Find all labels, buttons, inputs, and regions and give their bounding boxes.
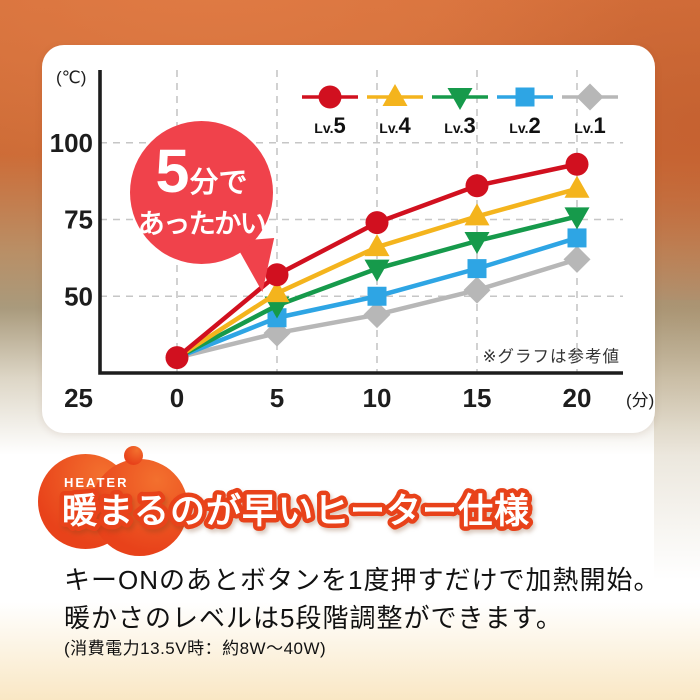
power-consumption-note: (消費電力13.5V時：約8W〜40W)	[64, 639, 327, 658]
legend-marker-Lv.3	[447, 88, 473, 110]
bubble-line1: 5 分で	[155, 137, 248, 206]
data-point-Lv.1	[363, 301, 391, 329]
data-point-Lv.2	[567, 228, 587, 248]
data-point-Lv.4	[364, 234, 390, 257]
legend-label-Lv.5: Lv.5	[314, 113, 345, 138]
data-point-Lv.5	[165, 346, 189, 370]
chart-axes	[98, 70, 623, 375]
data-point-Lv.5	[465, 174, 489, 198]
data-point-Lv.4	[564, 175, 590, 198]
data-point-Lv.2	[367, 286, 387, 306]
temperature-line-chart: 100 75 50 25 0 5 10 15 20 (℃) (分) ※グラフは参考値 Lv.5 Lv.4 L…	[50, 68, 655, 413]
section-heading: 暖まるのが早いヒーター仕様	[58, 488, 534, 536]
speech-bubble: 5 分で あったかい	[130, 121, 273, 264]
legend-label-Lv.3: Lv.3	[444, 113, 475, 138]
chart-reference-note: ※グラフは参考値	[483, 347, 620, 366]
y-tick-label: 50	[64, 281, 93, 311]
data-point-Lv.2	[467, 259, 487, 279]
data-point-Lv.5	[365, 211, 389, 235]
data-point-Lv.5	[565, 152, 589, 176]
data-point-Lv.4	[464, 203, 490, 226]
heater-blob-dot	[124, 446, 143, 465]
eyebrow-label: HEATER	[64, 475, 129, 490]
x-tick-label: 15	[463, 383, 492, 413]
x-tick-label: 5	[270, 383, 284, 413]
data-point-Lv.1	[463, 276, 491, 304]
y-tick-label: 75	[64, 205, 93, 235]
bubble-line2: あったかい	[137, 208, 267, 239]
legend-label-Lv.4: Lv.4	[379, 113, 411, 138]
background-right-shade	[654, 300, 700, 580]
x-axis-unit-label: (分)	[626, 391, 654, 410]
legend-marker-Lv.2	[515, 87, 535, 107]
heater-blob-right	[91, 459, 188, 556]
bubble-small-text: 分で	[189, 167, 248, 200]
data-point-Lv.3	[564, 207, 590, 230]
legend-label-Lv.1: Lv.1	[574, 113, 605, 138]
body-text-line1: キーONのあとボタンを1度押すだけで加熱開始。	[64, 565, 661, 595]
section-heading-text: 暖まるのが早いヒーター仕様	[62, 492, 530, 531]
legend-marker-Lv.4	[382, 84, 408, 106]
data-point-Lv.1	[563, 245, 591, 273]
y-tick-label: 100	[50, 128, 93, 158]
x-tick-label: 20	[563, 383, 592, 413]
body-text-line2: 暖かさのレベルは5段階調整ができます。	[64, 603, 563, 633]
x-tick-label: 10	[363, 383, 392, 413]
y-axis-unit-label: (℃)	[56, 68, 86, 87]
legend-marker-Lv.1	[576, 83, 604, 111]
data-point-Lv.4	[264, 280, 290, 303]
data-point-Lv.5	[265, 263, 289, 287]
x-tick-label: 0	[170, 383, 184, 413]
y-tick-label: 25	[64, 383, 93, 413]
bubble-big-number: 5	[155, 137, 190, 206]
data-point-Lv.3	[364, 259, 390, 282]
data-point-Lv.3	[464, 231, 490, 254]
legend-label-Lv.2: Lv.2	[509, 113, 540, 138]
legend-marker-Lv.5	[318, 85, 342, 109]
